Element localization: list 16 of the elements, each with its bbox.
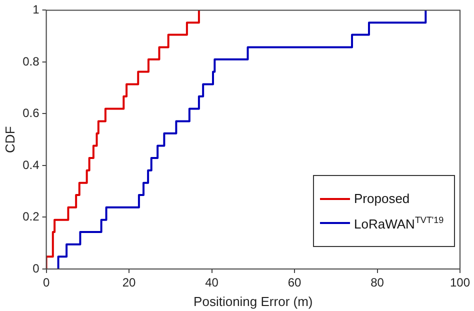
y-tick-label: 1 (32, 2, 40, 17)
y-tick-label: 0.8 (22, 54, 40, 68)
x-tick-label: 0 (42, 276, 50, 290)
y-tick-label: 0 (32, 261, 40, 276)
y-tick-label: 0.4 (22, 158, 40, 172)
x-tick-label: 80 (370, 276, 384, 290)
x-tick-label: 60 (288, 276, 302, 290)
legend-label: LoRaWAN$^{TVT'19}$ (354, 215, 444, 232)
x-axis-title: Positioning Error (m) (194, 294, 313, 309)
y-axis-title: CDF (2, 126, 18, 153)
y-tick-label: 0.2 (22, 210, 40, 224)
x-tick-label: 20 (122, 276, 136, 290)
x-tick-label: 100 (450, 276, 470, 290)
y-tick-label: 0.6 (22, 106, 40, 120)
x-tick-label: 40 (205, 276, 219, 290)
legend-label: Proposed (354, 191, 410, 206)
